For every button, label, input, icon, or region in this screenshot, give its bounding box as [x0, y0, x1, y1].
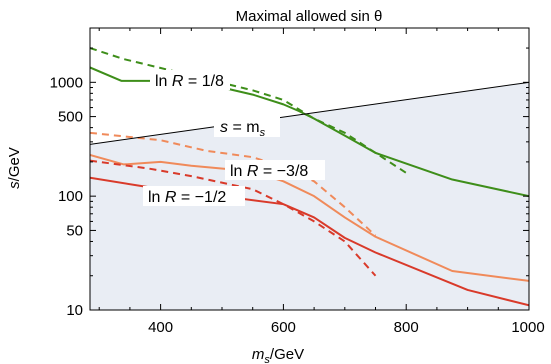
plot-frame: [89, 27, 530, 311]
svg-text:s = ms: s = ms: [220, 119, 266, 139]
ref-label-symbol: s: [220, 119, 228, 136]
x-tick-label: 800: [394, 319, 419, 336]
series-line-1-dashed: [90, 47, 407, 174]
y-tick-label: 500: [58, 109, 83, 126]
reference-line: [90, 81, 529, 145]
y-tick-label: 50: [66, 222, 83, 239]
x-axis-label: ms/GeV: [252, 346, 304, 364]
annotation-ln-r-minus-3-8: ln R = −3/8: [225, 160, 325, 180]
y-tick-label: 100: [58, 188, 83, 205]
chart-title: Maximal allowed sin θ: [236, 8, 383, 25]
x-axis-ticks: 400 600 800 1000: [98, 28, 545, 336]
x-tick-label: 1000: [511, 319, 544, 336]
y-axis-label: s/GeV: [6, 147, 23, 189]
y-axis-ticks: 10 50 100 500 1000: [50, 27, 529, 319]
allowed-region: [90, 82, 529, 310]
series-line-5-dashed: [90, 159, 377, 277]
series-line-2-solid: [90, 154, 529, 282]
annotation-ln-r-1-8: ln R = 1/8: [150, 70, 230, 90]
svg-text:ln R = 1/8: ln R = 1/8: [155, 73, 224, 90]
ref-line-label: s = ms: [214, 117, 280, 139]
x-tick-label: 400: [148, 319, 173, 336]
ref-label-rest: = m: [228, 119, 260, 136]
y-tick-label: 10: [66, 302, 83, 319]
ref-label-sub: s: [260, 127, 266, 139]
svg-text:ln R = −3/8: ln R = −3/8: [230, 163, 308, 180]
annotation-ln-r-minus-1-2: ln R = −1/2: [143, 186, 245, 206]
x-tick-label: 600: [271, 319, 296, 336]
y-tick-label: 1000: [50, 74, 83, 91]
svg-text:ln R = −1/2: ln R = −1/2: [148, 189, 226, 206]
